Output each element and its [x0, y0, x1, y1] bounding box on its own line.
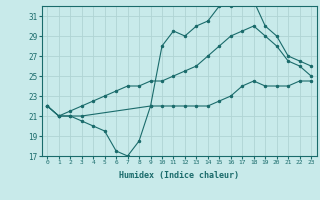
X-axis label: Humidex (Indice chaleur): Humidex (Indice chaleur)	[119, 171, 239, 180]
